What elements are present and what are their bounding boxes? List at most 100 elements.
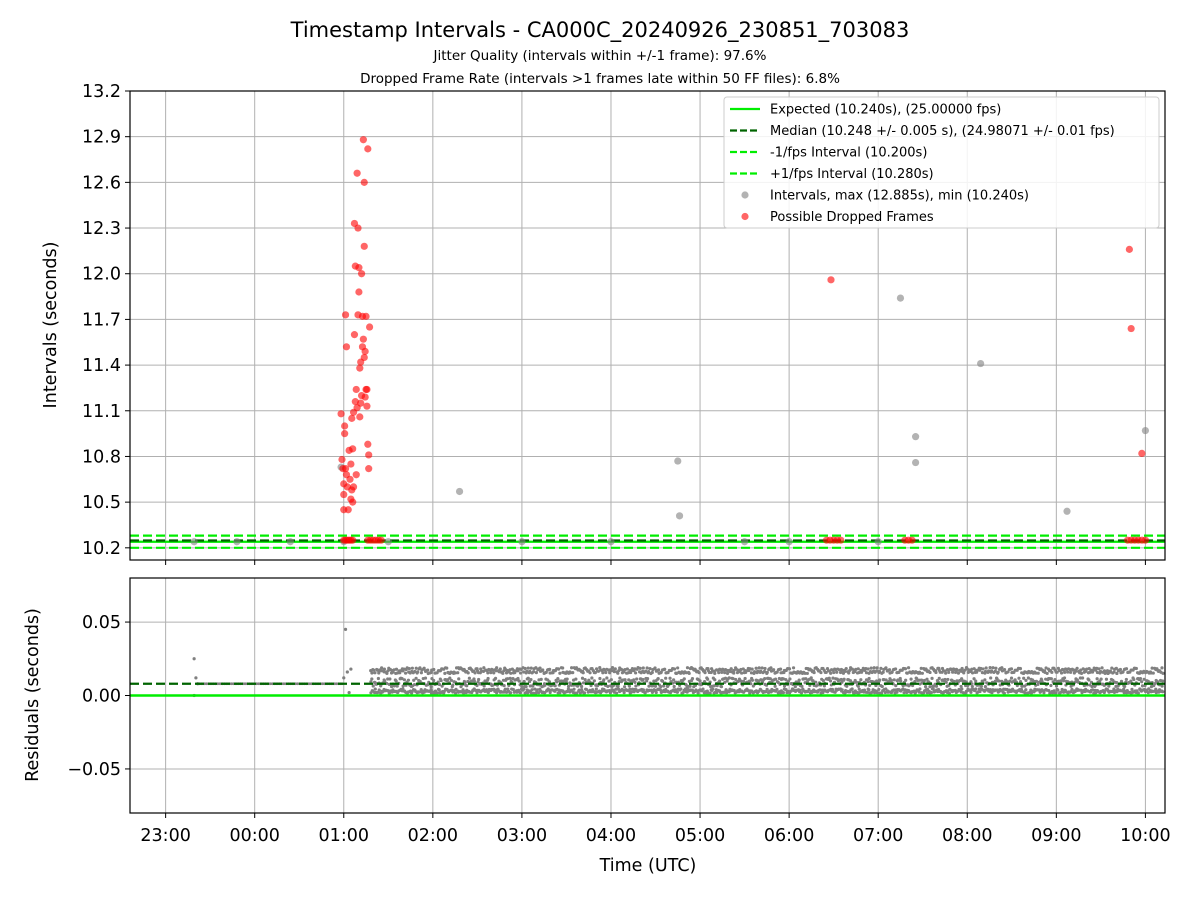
residual-point [523, 666, 527, 671]
residual-point [633, 671, 638, 675]
residual-point [1055, 670, 1059, 674]
residual-point [1104, 677, 1109, 681]
dropped-frame-point [352, 471, 360, 479]
residual-point [1056, 688, 1060, 692]
residual-point [856, 684, 860, 688]
residual-point [465, 684, 469, 688]
residual-point [727, 676, 731, 680]
residual-point [1054, 691, 1058, 695]
residual-point [467, 676, 471, 680]
residual-point [1114, 666, 1118, 670]
residual-point [369, 680, 373, 684]
residual-point [516, 676, 520, 681]
residual-point [787, 667, 792, 671]
dropped-frame-point [364, 145, 372, 153]
residual-point [410, 666, 414, 670]
residual-point [531, 670, 536, 674]
residual-point [844, 667, 848, 671]
residual-point [1122, 687, 1126, 691]
dropped-frame-point [356, 413, 364, 421]
residual-point [1097, 667, 1101, 671]
residual-point [495, 691, 499, 695]
residual-point [679, 687, 683, 691]
residual-point [517, 679, 521, 683]
intervals-y-tick-label: 10.5 [82, 493, 121, 513]
dropped-frame-point [1141, 536, 1150, 544]
residual-point [732, 688, 736, 693]
residual-point [943, 677, 947, 682]
x-tick-label: 05:00 [675, 826, 725, 846]
residual-point [403, 671, 408, 675]
residual-point [978, 689, 982, 694]
residual-point [426, 668, 430, 672]
residual-point [534, 666, 538, 670]
dropped-frame-point [1138, 449, 1146, 458]
interval-point [1063, 507, 1071, 515]
residual-point [824, 670, 828, 675]
residual-point [822, 684, 826, 688]
residual-point [449, 678, 454, 682]
residual-point [645, 677, 650, 681]
residual-point [931, 687, 935, 691]
residual-point [1105, 669, 1110, 673]
residual-point [486, 690, 490, 695]
residual-point [376, 676, 380, 681]
residual-point [875, 679, 879, 683]
residual-point [569, 666, 574, 670]
residual-point [525, 669, 529, 674]
residual-point [1132, 677, 1136, 682]
residual-point [451, 683, 455, 687]
residual-point [919, 666, 923, 670]
residual-point [616, 671, 620, 675]
residual-point [772, 668, 776, 672]
residual-point [997, 679, 1001, 683]
residual-point [685, 666, 690, 670]
dropped-frame-point [364, 440, 372, 448]
residual-point [866, 667, 870, 671]
residual-point [1074, 669, 1078, 673]
residual-point [557, 667, 561, 671]
residual-point [899, 679, 903, 683]
residual-point [1124, 667, 1129, 671]
x-tick-label: 08:00 [942, 826, 992, 846]
residuals-y-axis-label: Residuals (seconds) [23, 608, 43, 782]
intervals-y-tick-label: 11.1 [82, 402, 121, 422]
residual-point [648, 666, 652, 671]
chart-subtitle-jitter: Jitter Quality (intervals within +/-1 fr… [433, 48, 767, 64]
dropped-frame-point [360, 242, 368, 250]
residual-point [881, 670, 885, 674]
residual-point [623, 678, 627, 682]
residual-point [865, 690, 869, 694]
residual-point [526, 676, 530, 680]
residual-point [754, 666, 758, 670]
residual-point [1073, 690, 1077, 694]
residual-point [432, 678, 436, 683]
residual-point [887, 668, 892, 672]
residual-point [582, 691, 587, 695]
residual-point [463, 681, 467, 685]
residual-point [529, 666, 533, 670]
residual-point [594, 687, 598, 691]
x-tick-label: 09:00 [1031, 826, 1081, 846]
residual-point [713, 671, 717, 676]
residual-point [592, 679, 596, 683]
residual-point [769, 666, 773, 670]
intervals-y-tick-label: 12.3 [82, 219, 121, 239]
residual-point [495, 666, 499, 670]
residual-point [437, 682, 442, 687]
residual-point [443, 671, 447, 675]
residual-point [593, 671, 597, 675]
residual-point [608, 671, 612, 675]
residual-point [956, 671, 961, 675]
intervals-plot: 10.2 10.5 10.8 11.1 11.4 11.7 12.0 12.3 12.6 12.9… [41, 82, 1166, 565]
residual-point [653, 666, 657, 670]
residual-point [1002, 691, 1006, 695]
residual-point [818, 688, 822, 692]
residual-point [672, 678, 676, 682]
dropped-frame-point [377, 536, 385, 544]
residuals-x-ticks: 23:00 00:00 01:00 02:00 03:00 04:00 05:00 06:00… [140, 813, 1171, 846]
residual-point [983, 678, 987, 682]
residual-point [509, 671, 513, 675]
residual-point [581, 671, 585, 675]
